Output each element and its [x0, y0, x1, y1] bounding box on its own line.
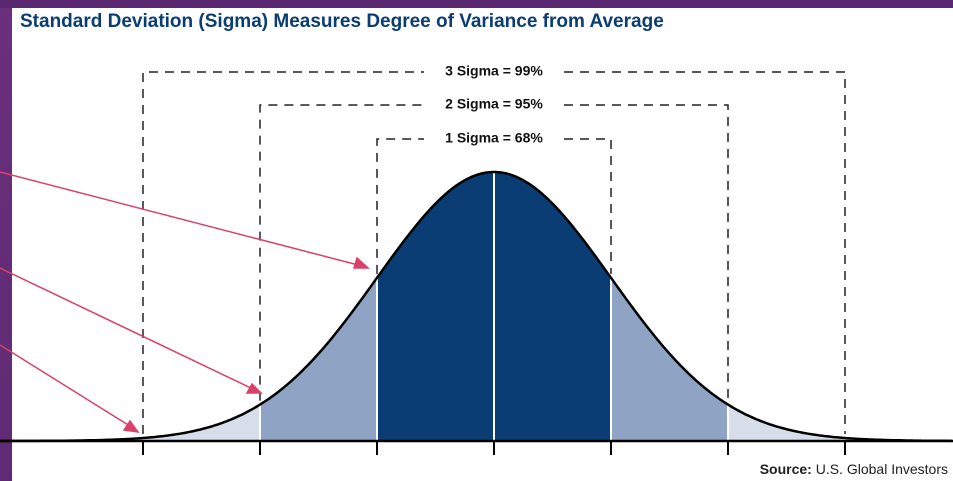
title: Standard Deviation (Sigma) Measures Degr…: [20, 11, 664, 32]
brackets: 3 Sigma = 99% 2 Sigma = 95% 1 Sigma = 68%: [142, 62, 846, 435]
arrow-head: [122, 419, 140, 433]
arrows: [0, 171, 370, 433]
arrow-head: [245, 382, 263, 394]
bracket-label: 2 Sigma = 95%: [445, 96, 543, 112]
bracket-label-bg: [432, 129, 556, 149]
bracket-line: [376, 138, 612, 274]
bracket-line: [142, 71, 846, 435]
bracket-label-bg: [432, 95, 556, 115]
arrow: [0, 344, 134, 429]
top-strip: [0, 0, 953, 8]
bell-curve: [0, 170, 953, 455]
bracket-line: [259, 104, 729, 401]
arrow-head: [352, 256, 370, 269]
source-label: Source:: [760, 461, 812, 477]
source: Source: U.S. Global Investors: [760, 461, 948, 477]
arrow: [0, 171, 363, 267]
bracket-label-bg: [432, 62, 556, 82]
source-text: U.S. Global Investors: [816, 461, 948, 477]
bracket-label: 3 Sigma = 99%: [445, 63, 543, 79]
curve-outline: [0, 170, 952, 443]
bracket-label: 1 Sigma = 68%: [445, 130, 543, 146]
arrow: [0, 267, 256, 391]
